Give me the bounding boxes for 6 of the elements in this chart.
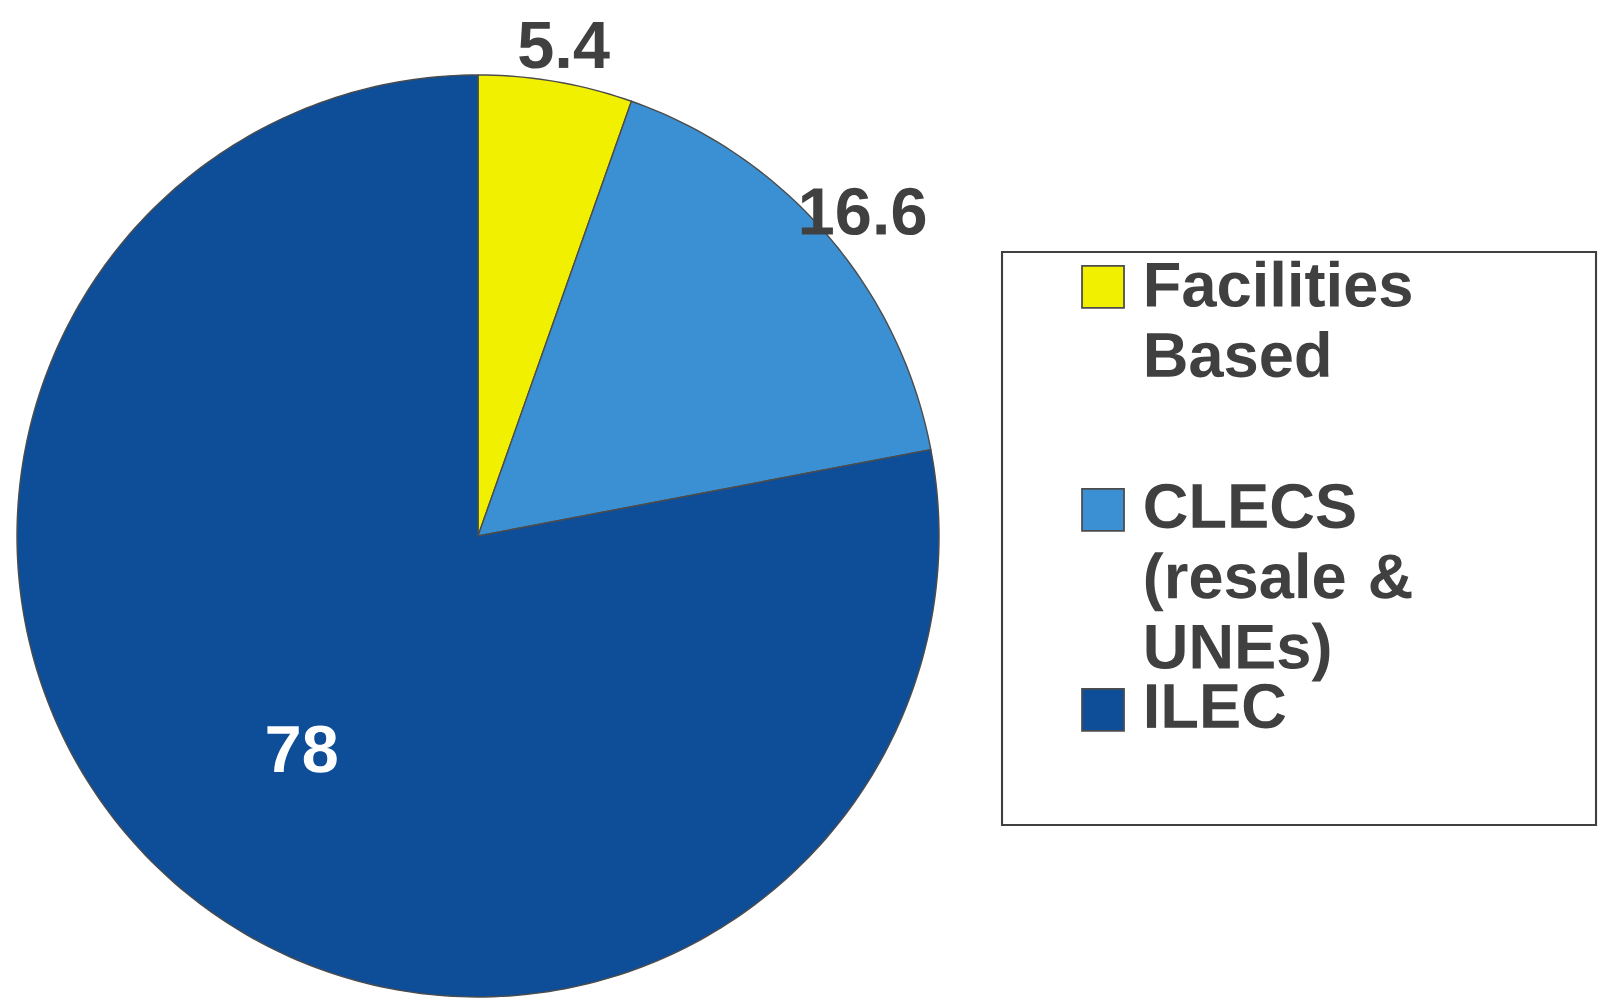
legend-label: ILEC <box>1146 683 1286 729</box>
data-label: 78 <box>267 725 337 773</box>
data-label: 16.6 <box>801 187 926 236</box>
legend-label: Facilities Based <box>1146 260 1411 378</box>
legend-label: CLECS (resale & UNEs) <box>1145 483 1412 682</box>
data-label: 5.4 <box>519 22 610 69</box>
